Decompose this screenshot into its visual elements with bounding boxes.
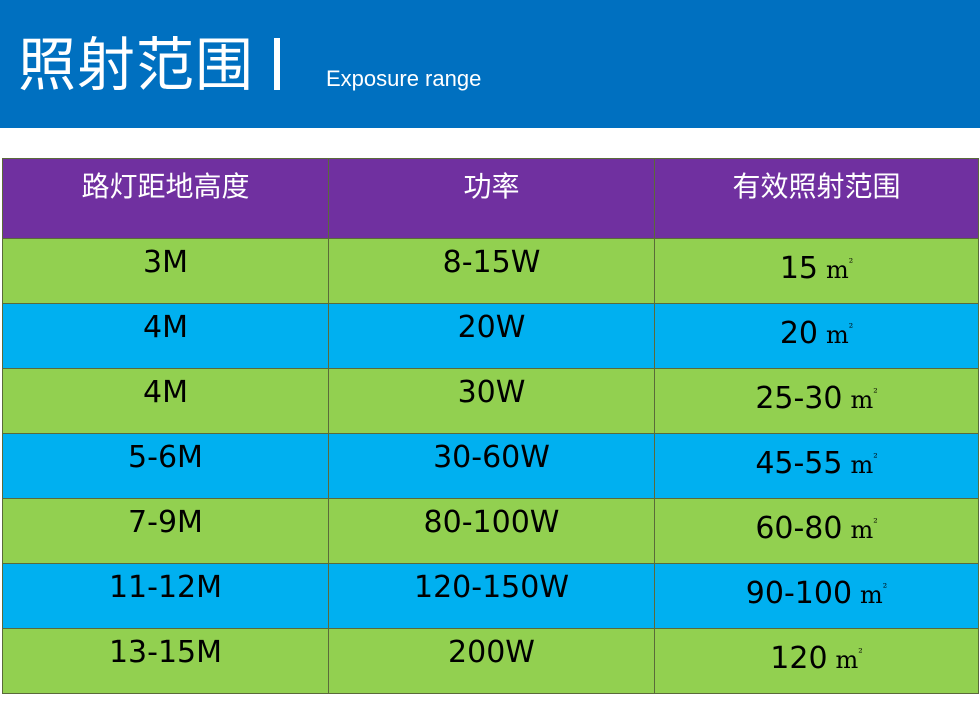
cell-power: 20W <box>328 303 655 369</box>
cell-area: 25-30 m² <box>654 368 979 434</box>
area-value: 20 <box>779 316 818 351</box>
table-row: 5-6M 30-60W 45-55 m² <box>2 433 979 499</box>
cell-area: 20 m² <box>654 303 979 369</box>
cell-power: 120-150W <box>328 563 655 629</box>
cell-area: 45-55 m² <box>654 433 979 499</box>
page-title: 照射范围 <box>18 31 255 99</box>
exposure-range-table: 路灯距地高度 功率 有效照射范围 3M 8-15W 15 m² 4M 20W 20 m² 4M 3… <box>2 158 979 696</box>
table-row: 7-9M 80-100W 60-80 m² <box>2 498 979 564</box>
area-value: 45-55 <box>755 446 843 481</box>
cell-power: 80-100W <box>328 498 655 564</box>
table-header-row: 路灯距地高度 功率 有效照射范围 <box>2 158 979 239</box>
table-row: 4M 20W 20 m² <box>2 303 979 369</box>
column-header-height: 路灯距地高度 <box>2 158 329 239</box>
square-meter-unit: m² <box>835 646 863 674</box>
cell-area: 15 m² <box>654 238 979 304</box>
cell-area: 90-100 m² <box>654 563 979 629</box>
title-divider <box>274 38 280 90</box>
cell-height: 4M <box>2 303 329 369</box>
square-meter-unit: m² <box>850 386 878 414</box>
area-value: 60-80 <box>755 511 843 546</box>
table-row: 4M 30W 25-30 m² <box>2 368 979 434</box>
square-meter-unit: m² <box>850 451 878 479</box>
square-meter-unit: m² <box>860 581 888 609</box>
table-row: 3M 8-15W 15 m² <box>2 238 979 304</box>
cell-area: 120 m² <box>654 628 979 694</box>
cell-area: 60-80 m² <box>654 498 979 564</box>
square-meter-unit: m² <box>850 516 878 544</box>
cell-height: 11-12M <box>2 563 329 629</box>
cell-height: 5-6M <box>2 433 329 499</box>
square-meter-unit: m² <box>826 256 854 284</box>
cell-power: 30-60W <box>328 433 655 499</box>
column-header-area: 有效照射范围 <box>654 158 979 239</box>
square-meter-unit: m² <box>826 321 854 349</box>
cell-height: 4M <box>2 368 329 434</box>
cell-power: 8-15W <box>328 238 655 304</box>
area-value: 25-30 <box>755 381 843 416</box>
cell-height: 3M <box>2 238 329 304</box>
area-value: 120 <box>770 641 828 676</box>
cell-power: 30W <box>328 368 655 434</box>
area-value: 15 <box>779 251 818 286</box>
page-header: 照射范围 Exposure range <box>0 0 980 128</box>
page-subtitle: Exposure range <box>326 66 482 91</box>
cell-power: 200W <box>328 628 655 694</box>
table-row: 11-12M 120-150W 90-100 m² <box>2 563 979 629</box>
cell-height: 7-9M <box>2 498 329 564</box>
column-header-power: 功率 <box>328 158 655 239</box>
cell-height: 13-15M <box>2 628 329 694</box>
area-value: 90-100 <box>745 576 853 611</box>
table-row: 13-15M 200W 120 m² <box>2 628 979 694</box>
